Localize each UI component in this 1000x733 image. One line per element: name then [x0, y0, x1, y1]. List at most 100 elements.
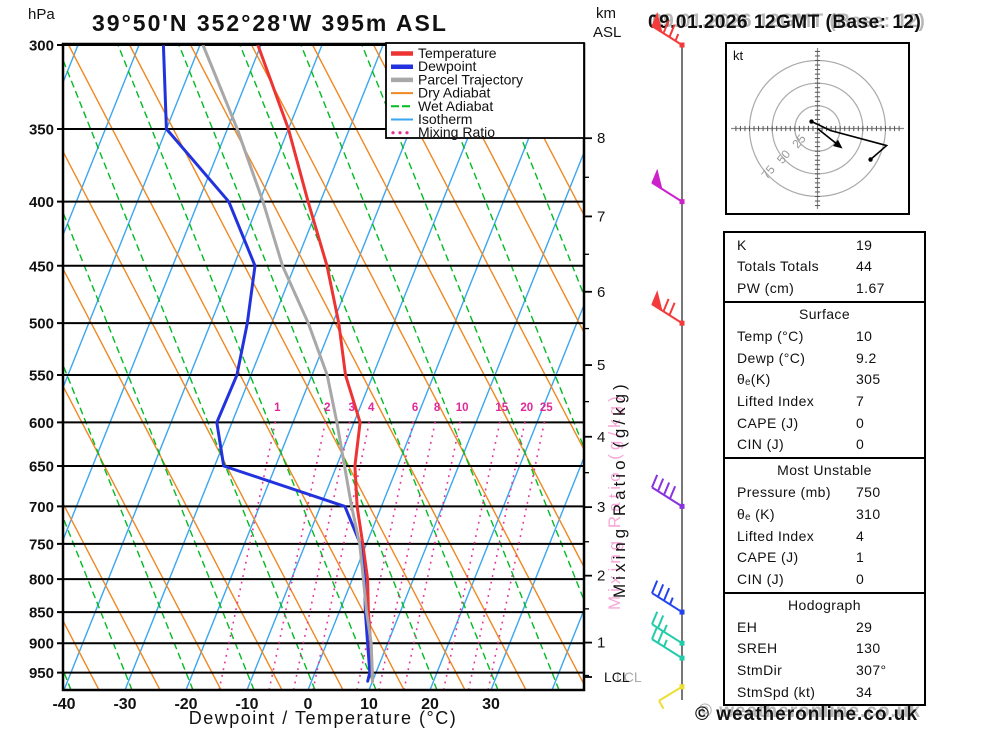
parcel-trajectory-curve — [201, 44, 374, 683]
wind-barb-half-feather — [663, 639, 668, 648]
legend-box — [385, 42, 585, 139]
isotherm-line — [307, 44, 568, 690]
info-row: StmSpd (kt) 34 — [725, 681, 924, 703]
isotherm-line — [63, 44, 141, 237]
wind-barb-half-feather — [669, 597, 674, 605]
info-row-label: CAPE (J) — [737, 549, 799, 566]
mixing-ratio-value-labels: 1 2 3 4 6 8 10 15 20 25 — [274, 402, 553, 414]
pressure-tick-label: 400 — [29, 194, 54, 211]
wind-barb-full-feather — [657, 630, 665, 644]
legend-item-label: Isotherm — [418, 111, 472, 127]
info-row-label: StmSpd (kt) — [737, 683, 816, 700]
pressure-tick-label: 900 — [29, 636, 54, 653]
wind-barb — [651, 580, 683, 613]
wind-barb — [658, 685, 683, 710]
legend-item-label: Dry Adiabat — [418, 85, 490, 101]
pressure-unit-label: hPa — [28, 6, 55, 23]
wind-barb-half-feather — [663, 624, 668, 633]
station-title: 39°50'N 352°28'W 395m ASL — [92, 10, 448, 36]
mixing-ratio-axis-label-ghost: Mixing Ratio (g/kg) — [605, 392, 624, 610]
info-row-label: SREH — [737, 640, 778, 657]
info-row-value: 1 — [856, 549, 865, 566]
info-row-value: 310 — [856, 505, 881, 522]
hodograph-trace — [811, 120, 889, 161]
wind-barb-full-feather — [657, 478, 665, 492]
pressure-tick-label: 350 — [29, 121, 54, 138]
pressure-tick-label: 450 — [29, 258, 54, 275]
dry-adiabat-line — [494, 44, 584, 217]
info-row: θₑ (K) 310 — [725, 503, 924, 525]
wind-barb-full-feather — [662, 298, 670, 312]
isotherm-line — [124, 44, 385, 690]
pressure-tick-label: 550 — [29, 368, 54, 385]
dry-adiabat-line — [250, 44, 584, 686]
temp-tick-label: -40 — [52, 696, 75, 713]
pressure-tick-label: 650 — [29, 459, 54, 476]
pressure-tick-label: 600 — [29, 415, 54, 432]
temp-tick-label: 20 — [421, 696, 439, 713]
pressure-tick-label: 300 — [29, 38, 54, 55]
info-row-value: 34 — [856, 683, 873, 700]
info-row-label: PW (cm) — [737, 279, 795, 296]
wind-barb-shaft — [651, 638, 683, 659]
isotherm-line — [63, 44, 324, 690]
temp-tick-label: 0 — [304, 696, 313, 713]
plot-border — [61, 42, 586, 692]
info-row-value: 9.2 — [856, 349, 877, 366]
legend-sample-dot — [405, 131, 409, 135]
info-row-label: Totals Totals — [737, 258, 819, 275]
info-row-label: K — [737, 236, 747, 253]
info-row: Temp (°C) 10 — [725, 325, 924, 347]
info-section: Most Unstable Pressure (mb) 750 θₑ (K) 310 Li… — [725, 456, 924, 592]
wet-adiabat-line — [360, 44, 584, 602]
km-tick-label: 7 — [597, 208, 605, 225]
isotherm-line — [185, 44, 446, 690]
info-row-value: 44 — [856, 258, 873, 275]
pressure-tick-label: 500 — [29, 316, 54, 333]
info-section: Hodograph EH 29 SREH 130 StmDir 307° StmSpd (kt… — [725, 591, 924, 705]
km-tick-label: 8 — [597, 130, 605, 147]
info-row: Lifted Index 7 — [725, 390, 924, 412]
date-title: 09.01.2026 12GMT (Base: 12) — [648, 12, 921, 33]
info-row-value: 0 — [856, 436, 865, 453]
hodograph-trace-end-dot — [868, 157, 873, 162]
info-row: CIN (J) 0 — [725, 433, 924, 455]
info-row: K 19 — [725, 234, 924, 256]
altitude-unit-label: km — [596, 5, 616, 22]
info-row: Dewp (°C) 9.2 — [725, 347, 924, 369]
dewpoint-curve — [161, 44, 372, 683]
mixing-ratio-value-label: 2 — [324, 402, 330, 414]
info-section: K 19 Totals Totals 44 PW (cm) 1.67 — [725, 233, 924, 301]
mixing-ratio-line — [292, 416, 352, 690]
info-row: θₑ(K) 305 — [725, 369, 924, 391]
wind-barb — [651, 11, 683, 46]
wind-barb-flag — [651, 290, 663, 312]
date-title-ghost: 09.01.2026 12GMT (Base: 12) — [652, 11, 925, 32]
info-row: SREH 130 — [725, 638, 924, 660]
km-tick-label: 1 — [597, 635, 605, 652]
mixing-ratio-value-label: 10 — [456, 402, 469, 414]
legend-item-label: Parcel Trajectory — [418, 71, 523, 87]
pressure-tick-label: 850 — [29, 605, 54, 622]
temp-tick-label: 30 — [482, 696, 500, 713]
mixing-ratio-line — [487, 416, 547, 690]
isotherm-line — [429, 303, 584, 690]
info-row: CAPE (J) 1 — [725, 546, 924, 568]
mixing-ratio-line — [356, 416, 416, 690]
wind-barb-shaft — [651, 486, 683, 508]
wind-barb-flag — [651, 168, 663, 191]
isotherm-line — [0, 44, 17, 690]
info-row-value: 4 — [856, 527, 865, 544]
lcl-label-ghost: LCL — [616, 669, 642, 685]
mixing-ratio-value-label: 15 — [495, 402, 508, 414]
mixing-ratio-line — [378, 416, 438, 690]
wet-adiabat-line — [63, 210, 255, 690]
km-tick-label: 5 — [597, 357, 605, 374]
wet-adiabat-line — [238, 44, 499, 690]
info-row-label: Lifted Index — [737, 527, 815, 544]
mixing-ratio-line — [218, 416, 278, 690]
wind-barb-full-feather — [651, 474, 659, 488]
wind-barb-flag — [651, 11, 663, 34]
